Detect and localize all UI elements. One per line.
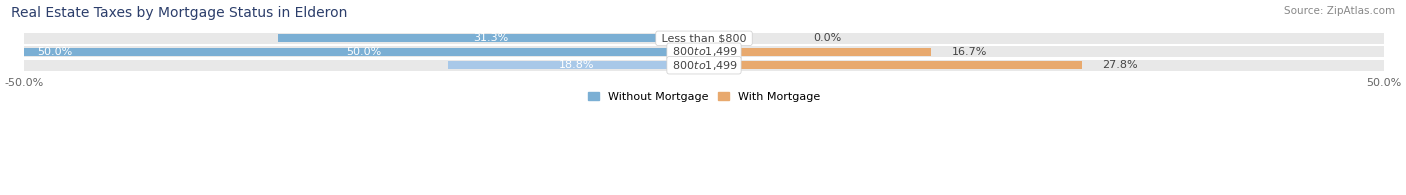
Bar [449,61,704,69]
Text: $800 to $1,499: $800 to $1,499 [669,59,740,72]
Legend: Without Mortgage, With Mortgage: Without Mortgage, With Mortgage [588,92,820,102]
Text: 18.8%: 18.8% [558,60,593,70]
Bar [704,48,931,56]
Text: 50.0%: 50.0% [38,47,73,57]
Text: 50.0%: 50.0% [346,47,381,57]
Bar [24,33,1385,44]
Text: Less than $800: Less than $800 [658,33,749,43]
Text: $800 to $1,499: $800 to $1,499 [669,45,740,58]
Text: Real Estate Taxes by Mortgage Status in Elderon: Real Estate Taxes by Mortgage Status in … [11,6,347,20]
Text: 27.8%: 27.8% [1102,60,1139,70]
Bar [24,46,1385,57]
Text: 31.3%: 31.3% [474,33,509,43]
Bar [704,61,1083,69]
Bar [278,34,704,43]
Bar [24,48,704,56]
Text: Source: ZipAtlas.com: Source: ZipAtlas.com [1284,6,1395,16]
Text: 0.0%: 0.0% [813,33,841,43]
Text: 16.7%: 16.7% [952,47,987,57]
Bar [24,60,1385,71]
